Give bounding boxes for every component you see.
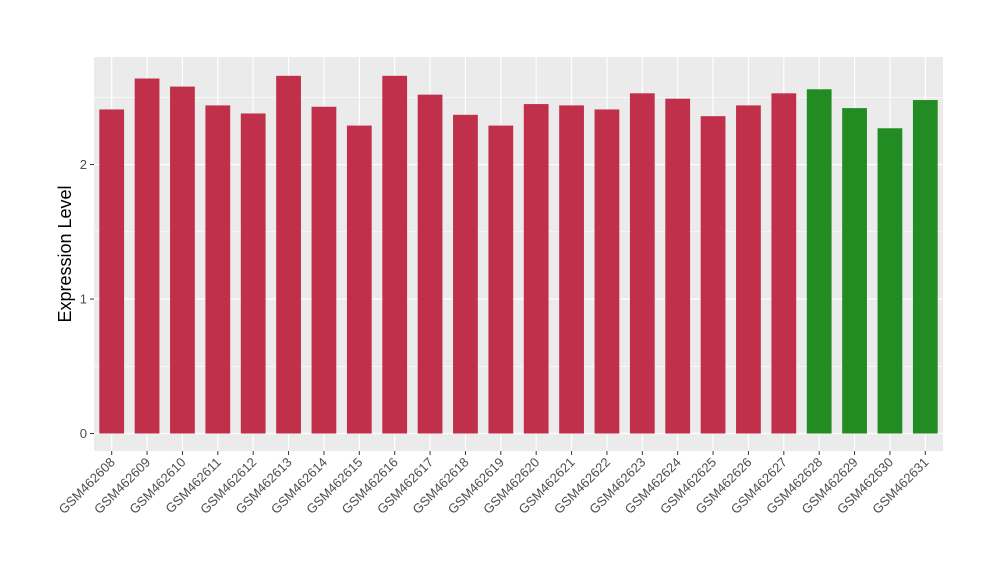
- bar-GSM462631: [912, 100, 938, 434]
- y-axis: 0 1 2: [80, 157, 94, 441]
- bar-GSM462624: [665, 98, 691, 434]
- bar-GSM462612: [240, 113, 266, 434]
- bar-GSM462630: [877, 128, 903, 434]
- bar-GSM462609: [134, 78, 160, 434]
- bar-GSM462613: [276, 75, 301, 434]
- y-tick-label: 2: [80, 157, 87, 172]
- bar-GSM462614: [311, 106, 337, 434]
- bar-GSM462621: [559, 105, 584, 434]
- bar-GSM462618: [453, 114, 478, 434]
- bar-GSM462625: [700, 116, 726, 434]
- x-axis: GSM462608GSM462609GSM462610GSM462611GSM4…: [56, 451, 931, 517]
- bar-GSM462626: [736, 105, 761, 434]
- bar-GSM462616: [382, 75, 408, 434]
- bar-GSM462622: [594, 109, 620, 434]
- y-axis-title: Expression Level: [55, 185, 75, 322]
- bar-GSM462608: [99, 109, 125, 434]
- bar-GSM462629: [842, 108, 867, 434]
- bar-GSM462623: [629, 93, 655, 434]
- bar-GSM462610: [170, 86, 195, 434]
- bar-GSM462619: [488, 125, 514, 434]
- bar-GSM462611: [205, 105, 231, 434]
- bars: [99, 75, 938, 434]
- y-tick-label: 0: [80, 426, 87, 441]
- bar-GSM462628: [806, 89, 832, 434]
- bar-GSM462617: [417, 94, 443, 434]
- bar-GSM462627: [771, 93, 797, 434]
- plot-panel: [94, 57, 943, 451]
- bar-GSM462620: [523, 104, 549, 434]
- y-tick-label: 1: [80, 292, 87, 307]
- bar-GSM462615: [346, 125, 372, 434]
